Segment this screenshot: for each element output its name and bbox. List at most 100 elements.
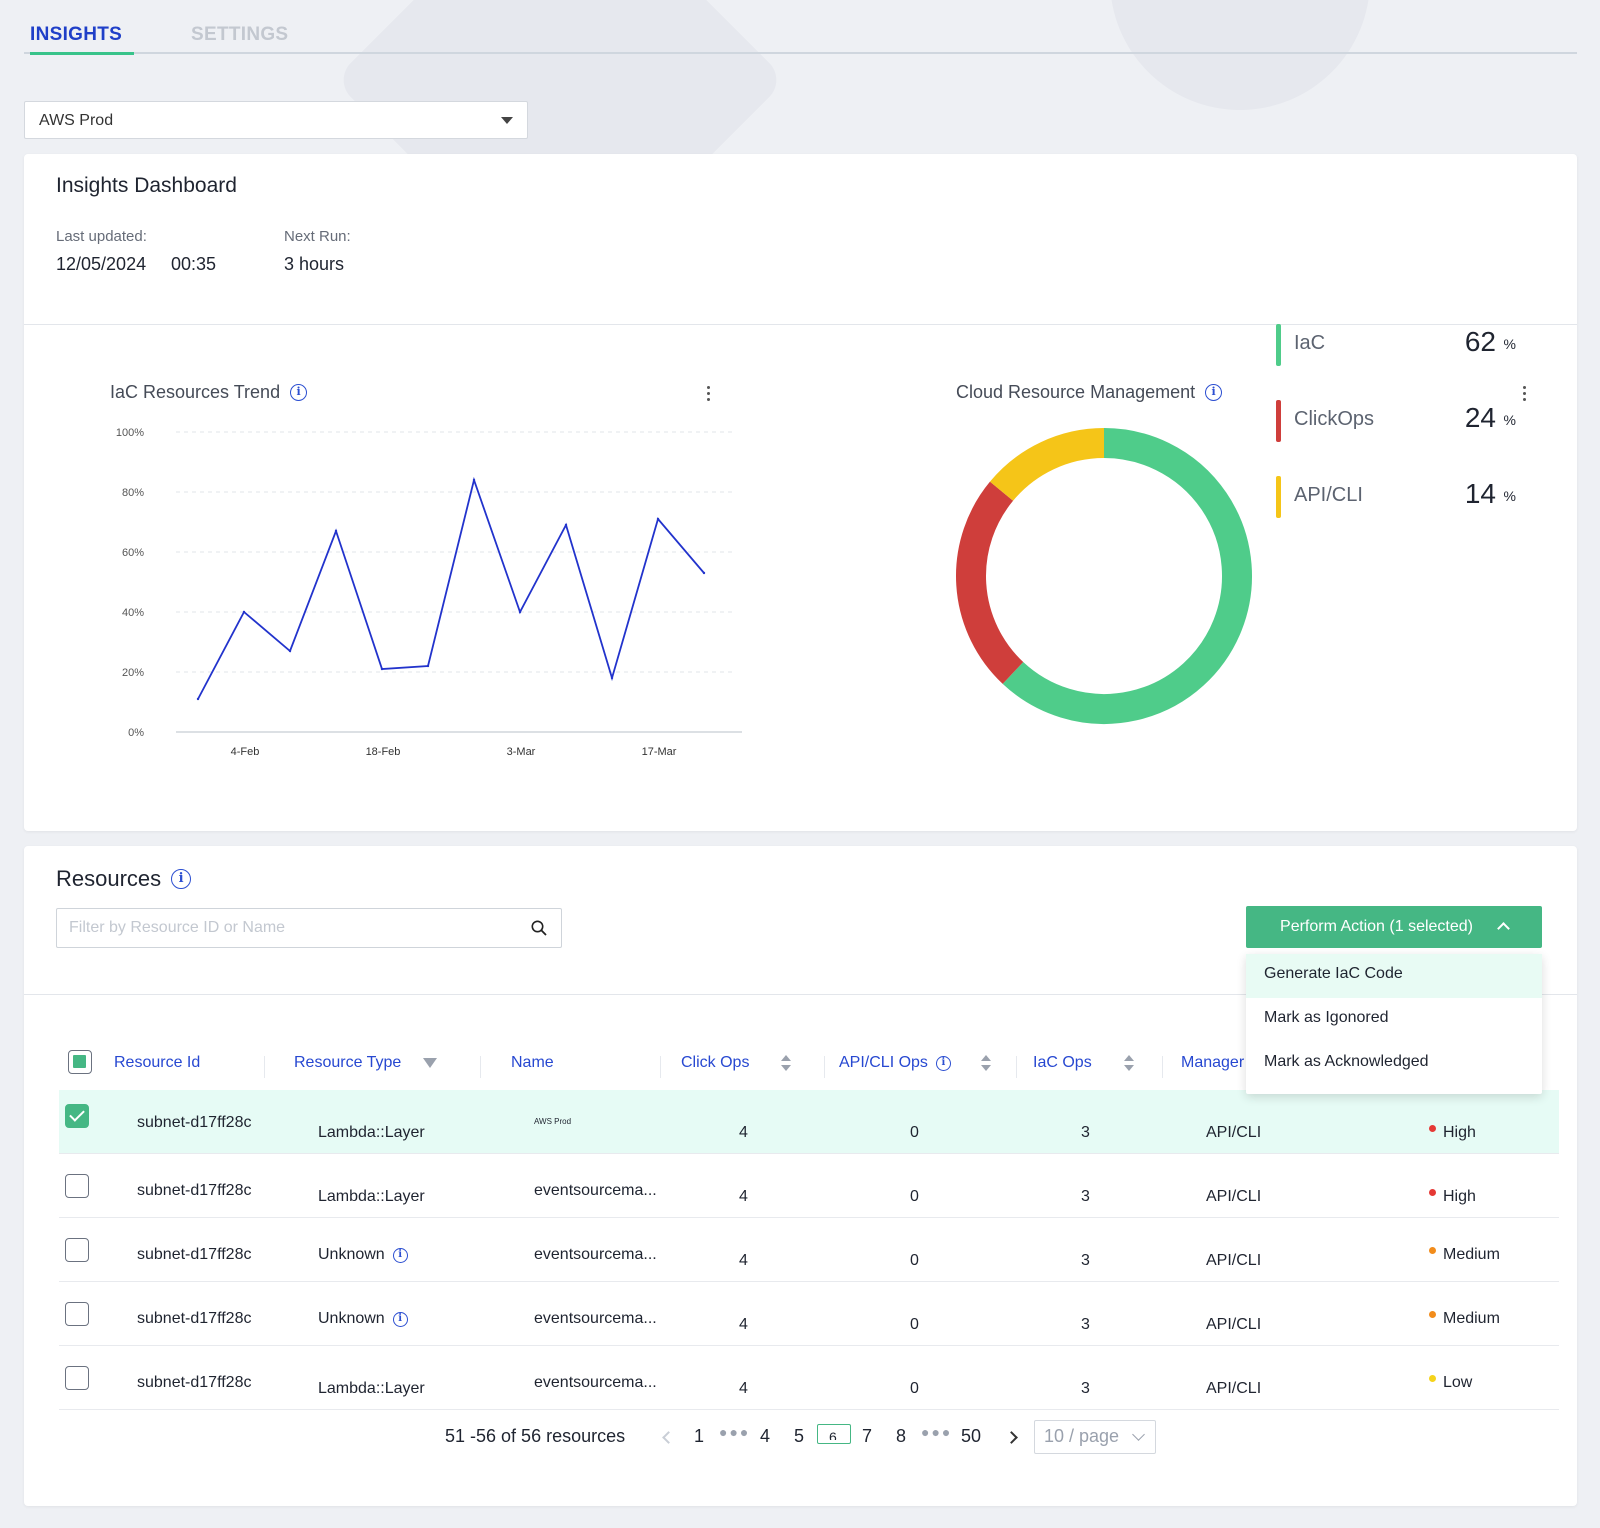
- resource-type-text: Lambda::Layer: [318, 1380, 425, 1397]
- info-icon[interactable]: i: [171, 869, 192, 889]
- info-icon[interactable]: i: [290, 384, 308, 401]
- menu-item-mark-ignored[interactable]: Mark as Igonored: [1264, 1009, 1389, 1026]
- table-row[interactable]: subnet-d17ff28c Lambda::Layer AWS Prod 4…: [59, 1090, 1559, 1154]
- info-icon[interactable]: i: [392, 1247, 408, 1263]
- last-updated-date: 12/05/2024: [56, 254, 147, 274]
- api-cli-ops-count: 0: [910, 1188, 919, 1205]
- page-5[interactable]: 5: [794, 1426, 805, 1446]
- y-tick-label: 60%: [122, 547, 144, 559]
- sort-icon[interactable]: [781, 1054, 792, 1072]
- next-page-icon[interactable]: [1005, 1431, 1018, 1444]
- donut-slice-apicli[interactable]: [989, 428, 1105, 502]
- column-header-name[interactable]: Name: [511, 1054, 554, 1072]
- legend-item[interactable]: IaC 62 %: [1276, 324, 1516, 366]
- page-4[interactable]: 4: [760, 1426, 771, 1446]
- row-checkbox[interactable]: [65, 1238, 89, 1262]
- resource-id: subnet-d17ff28c: [137, 1246, 252, 1263]
- page-50[interactable]: 50: [961, 1426, 982, 1446]
- legend-color-bar: [1276, 324, 1281, 366]
- page-ellipsis-icon[interactable]: ●●●: [921, 1424, 953, 1440]
- row-checkbox[interactable]: [65, 1174, 89, 1198]
- donut-chart-menu-icon[interactable]: [1521, 384, 1527, 404]
- page-1[interactable]: 1: [694, 1426, 705, 1446]
- insights-dashboard-card: Insights Dashboard Last updated: 12/05/2…: [24, 154, 1577, 831]
- info-icon[interactable]: i: [1205, 384, 1223, 401]
- legend-unit: %: [1503, 336, 1516, 352]
- click-ops-count: 4: [739, 1316, 748, 1333]
- divider: [24, 994, 1577, 995]
- legend-item[interactable]: API/CLI 14 %: [1276, 476, 1516, 518]
- account-select-value: AWS Prod: [39, 112, 114, 129]
- click-ops-count: 4: [739, 1188, 748, 1205]
- severity-badge: High: [1429, 1124, 1476, 1142]
- divider: [24, 324, 1577, 325]
- info-icon[interactable]: i: [935, 1055, 951, 1071]
- legend-color-bar: [1276, 400, 1281, 442]
- row-checkbox[interactable]: [65, 1302, 89, 1326]
- search-icon[interactable]: [531, 920, 547, 936]
- column-header-api-cli-ops[interactable]: API/CLI Ops i: [839, 1054, 991, 1072]
- caret-down-icon: [501, 117, 513, 124]
- legend-label: ClickOps: [1294, 408, 1375, 430]
- column-separator: [264, 1056, 265, 1078]
- legend-item[interactable]: ClickOps 24 %: [1276, 400, 1516, 442]
- data-point: [196, 697, 200, 701]
- column-separator: [660, 1056, 661, 1078]
- column-header-iac-ops[interactable]: IaC Ops: [1033, 1054, 1134, 1072]
- severity-dot-icon: [1429, 1247, 1436, 1254]
- donut-slice-clickops[interactable]: [956, 481, 1024, 684]
- api-cli-ops-count: 0: [910, 1380, 919, 1397]
- page-size-value: 10 / page: [1044, 1426, 1120, 1446]
- severity-label: Low: [1443, 1374, 1473, 1391]
- table-row[interactable]: subnet-d17ff28c Unknown i eventsourcema..…: [59, 1282, 1559, 1346]
- resources-title: Resources i: [56, 866, 192, 892]
- managed-by: API/CLI: [1206, 1124, 1262, 1141]
- resource-donut-chart: [956, 428, 1252, 724]
- filter-icon[interactable]: [423, 1058, 438, 1068]
- resource-type: Lambda::Layer: [318, 1124, 425, 1142]
- menu-item-mark-acknowledged[interactable]: Mark as Acknowledged: [1264, 1053, 1429, 1070]
- resource-type: Lambda::Layer: [318, 1188, 425, 1206]
- column-header-resource-type[interactable]: Resource Type: [294, 1054, 438, 1072]
- sort-icon[interactable]: [980, 1054, 991, 1072]
- column-header-resource-id[interactable]: Resource Id: [114, 1054, 200, 1072]
- account-select[interactable]: AWS Prod: [24, 101, 528, 139]
- chevron-up-icon: [1497, 922, 1510, 935]
- donut-slice-iac[interactable]: [1002, 428, 1252, 724]
- data-point: [242, 610, 246, 614]
- column-header-click-ops[interactable]: Click Ops: [681, 1054, 792, 1072]
- api-cli-ops-count: 0: [910, 1316, 919, 1333]
- page-8[interactable]: 8: [896, 1426, 907, 1446]
- resource-id: subnet-d17ff28c: [137, 1114, 252, 1131]
- severity-label: Medium: [1443, 1246, 1500, 1263]
- sort-icon[interactable]: [1123, 1054, 1134, 1072]
- row-checkbox[interactable]: [65, 1104, 89, 1128]
- severity-dot-icon: [1429, 1125, 1436, 1132]
- y-tick-label: 80%: [122, 487, 144, 499]
- table-row[interactable]: subnet-d17ff28c Unknown i eventsourcema..…: [59, 1218, 1559, 1282]
- donut-chart-title: Cloud Resource Management i: [956, 382, 1223, 403]
- page-ellipsis-icon[interactable]: ●●●: [719, 1424, 751, 1440]
- search-input[interactable]: [69, 910, 509, 946]
- column-header-label: Click Ops: [681, 1054, 750, 1071]
- tab-settings[interactable]: SETTINGS: [191, 24, 289, 45]
- perform-action-button[interactable]: Perform Action (1 selected): [1246, 906, 1542, 948]
- table-row[interactable]: subnet-d17ff28c Lambda::Layer eventsourc…: [59, 1346, 1559, 1410]
- menu-item-generate-iac[interactable]: Generate IaC Code: [1246, 954, 1542, 998]
- select-all-checkbox[interactable]: [68, 1050, 92, 1074]
- table-row[interactable]: subnet-d17ff28c Lambda::Layer eventsourc…: [59, 1154, 1559, 1218]
- tab-bar: INSIGHTS SETTINGS: [24, 24, 1577, 55]
- severity-badge: Medium: [1429, 1246, 1500, 1264]
- data-point: [380, 667, 384, 671]
- info-icon[interactable]: i: [392, 1311, 408, 1327]
- column-header-managed[interactable]: Manager: [1181, 1054, 1244, 1072]
- resource-type-text: Unknown: [318, 1246, 385, 1263]
- page-size-select[interactable]: 10 / page: [1034, 1420, 1156, 1454]
- tab-insights[interactable]: INSIGHTS: [30, 24, 134, 55]
- page-current[interactable]: 6: [817, 1424, 851, 1444]
- page-7[interactable]: 7: [862, 1426, 873, 1446]
- trend-chart-menu-icon[interactable]: [705, 384, 711, 404]
- prev-page-icon[interactable]: [662, 1431, 675, 1444]
- row-checkbox[interactable]: [65, 1366, 89, 1390]
- data-point: [610, 676, 614, 680]
